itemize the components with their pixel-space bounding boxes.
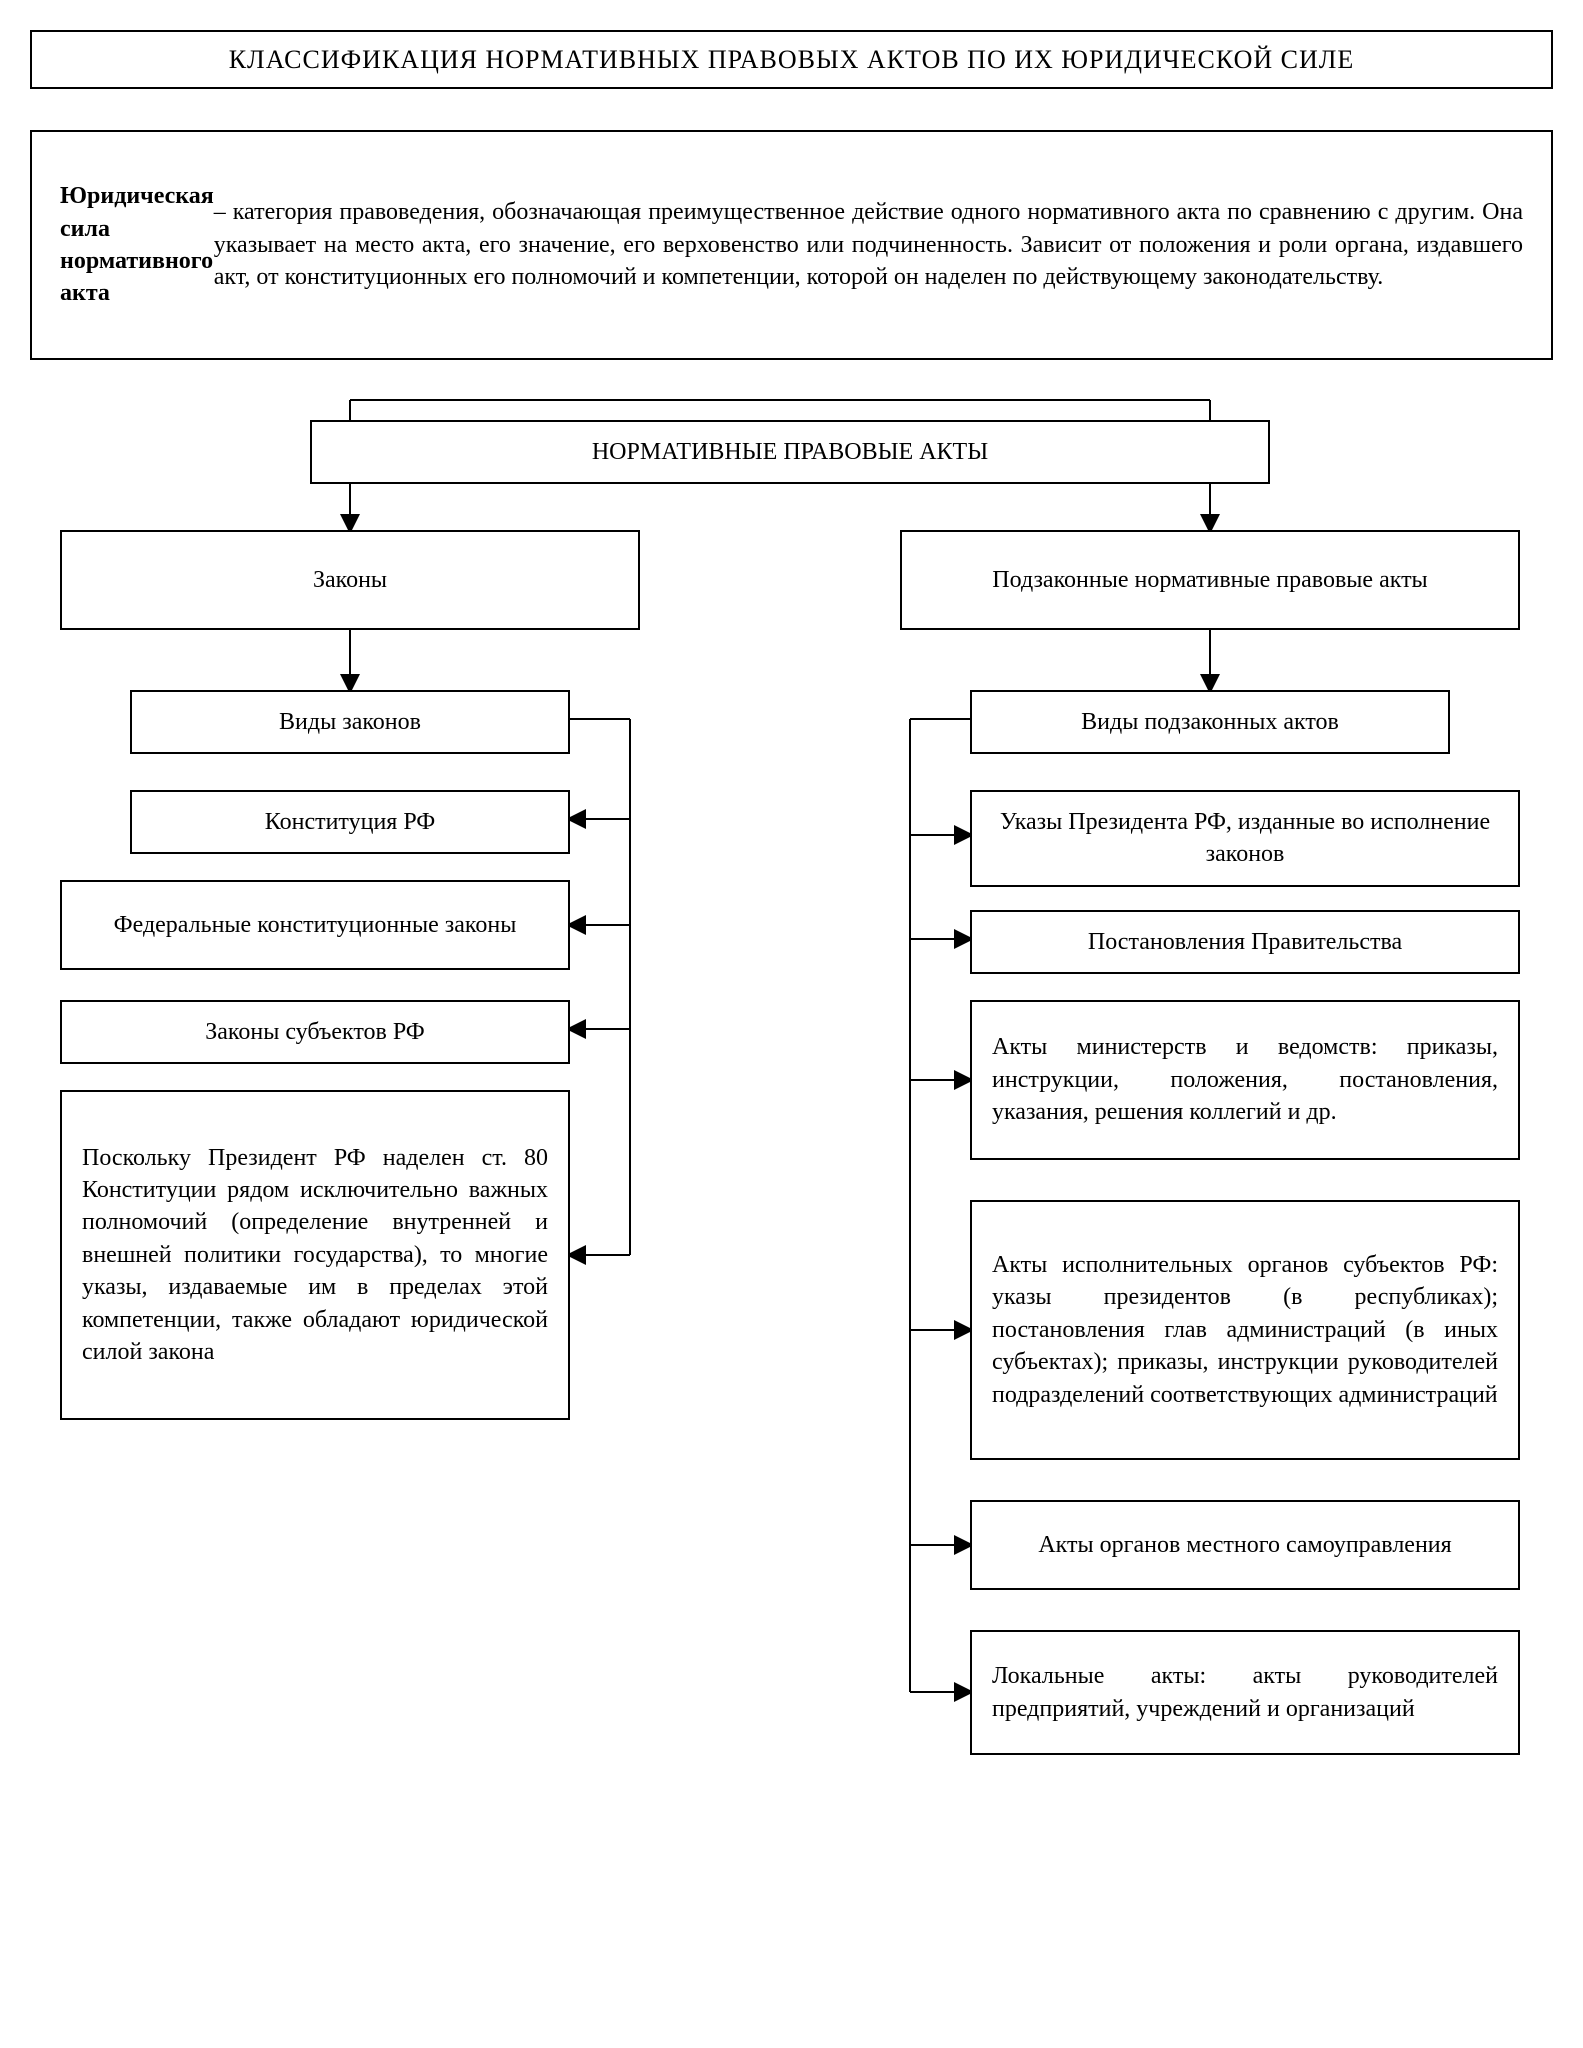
right-item-1: Указы Президента РФ, изданные во исполне…: [970, 790, 1520, 887]
left-header-box: Законы: [60, 530, 640, 630]
right-types-text: Виды подзаконных актов: [1081, 706, 1339, 738]
title-text: КЛАССИФИКАЦИЯ НОРМАТИВНЫХ ПРАВОВЫХ АКТОВ…: [229, 42, 1355, 77]
diagram-canvas: КЛАССИФИКАЦИЯ НОРМАТИВНЫХ ПРАВОВЫХ АКТОВ…: [30, 30, 1553, 2010]
left-item-3-text: Законы субъектов РФ: [205, 1016, 425, 1048]
root-text: НОРМАТИВНЫЕ ПРАВОВЫЕ АКТЫ: [592, 436, 988, 468]
right-item-3-text: Акты министерств и ведомств: приказы, ин…: [992, 1031, 1498, 1128]
left-item-2-text: Федеральные конституционные законы: [114, 909, 517, 941]
right-header-text: Подзаконные нормативные правовые акты: [992, 564, 1427, 596]
left-item-1: Конституция РФ: [130, 790, 570, 854]
right-item-5-text: Акты органов местного самоуправления: [1038, 1529, 1451, 1561]
title-box: КЛАССИФИКАЦИЯ НОРМАТИВНЫХ ПРАВОВЫХ АКТОВ…: [30, 30, 1553, 89]
root-box: НОРМАТИВНЫЕ ПРАВОВЫЕ АКТЫ: [310, 420, 1270, 484]
definition-box: Юридическая сила нормативного акта – кат…: [30, 130, 1553, 360]
right-item-4-text: Акты исполнительных органов субъектов РФ…: [992, 1249, 1498, 1411]
definition-text: – категория правоведения, обозначающая п…: [214, 196, 1523, 293]
right-item-4: Акты исполнительных органов субъектов РФ…: [970, 1200, 1520, 1460]
right-types-box: Виды подзаконных актов: [970, 690, 1450, 754]
left-types-text: Виды законов: [279, 706, 421, 738]
right-item-2: Постановления Правительства: [970, 910, 1520, 974]
left-item-1-text: Конституция РФ: [265, 806, 435, 838]
left-item-3: Законы субъектов РФ: [60, 1000, 570, 1064]
left-types-box: Виды законов: [130, 690, 570, 754]
right-item-3: Акты министерств и ведомств: приказы, ин…: [970, 1000, 1520, 1160]
left-header-text: Законы: [313, 564, 387, 596]
left-item-4: Поскольку Президент РФ наделен ст. 80 Ко…: [60, 1090, 570, 1420]
right-item-6: Локальные акты: акты руководи­телей пред…: [970, 1630, 1520, 1755]
right-item-5: Акты органов местного самоуправления: [970, 1500, 1520, 1590]
left-item-4-text: Поскольку Президент РФ наделен ст. 80 Ко…: [82, 1142, 548, 1369]
right-header-box: Подзаконные нормативные правовые акты: [900, 530, 1520, 630]
right-item-1-text: Указы Президента РФ, изданные во исполне…: [992, 806, 1498, 871]
right-item-6-text: Локальные акты: акты руководи­телей пред…: [992, 1660, 1498, 1725]
left-item-2: Федеральные конституционные законы: [60, 880, 570, 970]
definition-bold: Юридическая сила нормативного акта: [60, 180, 214, 310]
right-item-2-text: Постановления Правительства: [1088, 926, 1402, 958]
